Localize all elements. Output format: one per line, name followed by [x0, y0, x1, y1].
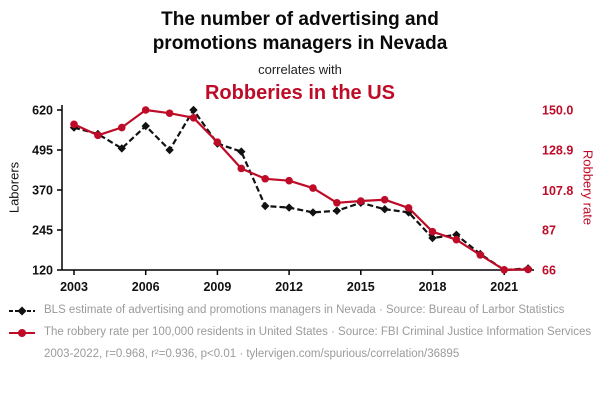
managers-series-marker — [380, 205, 389, 214]
x-axis-tick-label: 2018 — [419, 280, 447, 294]
x-axis-tick-label: 2012 — [275, 280, 303, 294]
managers-series-swatch-icon — [9, 306, 35, 316]
managers-series-marker — [189, 105, 198, 115]
robbery-series-line — [73, 108, 529, 271]
managers-series-marker — [165, 145, 174, 155]
robbery-series-marker — [70, 120, 78, 129]
legend-text-managers: BLS estimate of advertising and promotio… — [44, 304, 565, 316]
left-axis-tick-label: 120 — [32, 264, 53, 278]
managers-series-marker — [428, 233, 437, 243]
legend-item-managers: BLS estimate of advertising and promotio… — [8, 302, 592, 318]
legend: BLS estimate of advertising and promotio… — [8, 302, 592, 362]
header: The number of advertising and promotions… — [0, 0, 600, 106]
stats-line: 2003-2022, r=0.968, r²=0.936, p<0.01 · t… — [44, 348, 460, 361]
robbery-series-marker — [189, 114, 198, 122]
robbery-series-marker — [452, 235, 461, 244]
robbery-series-marker — [380, 195, 389, 204]
chart-title: The number of advertising and promotions… — [0, 8, 600, 56]
robbery-series-marker — [237, 164, 246, 173]
chart-svg: 620 495 370 245 120 150.0 128.9 107.8 87 66 2003 20… — [32, 104, 573, 295]
chart-red-title: Robberies in the US — [204, 82, 396, 104]
chart-area: 620 495 370 245 120 150.0 128.9 107.8 87 66 2003 20… — [0, 98, 600, 306]
chart-title-line1: The number of advertising and — [161, 9, 439, 30]
x-axis-tick-label: 2015 — [347, 280, 375, 294]
robbery-series-marker — [500, 266, 509, 274]
managers-series-marker — [284, 203, 294, 212]
robbery-series-marker — [118, 123, 126, 132]
right-axis-title: Robbery rate — [580, 149, 596, 226]
managers-series-marker — [117, 144, 126, 153]
robbery-series-swatch-icon — [9, 329, 35, 338]
managers-series-marker — [141, 121, 150, 131]
left-axis-tick-label: 620 — [32, 104, 53, 118]
x-axis-tick-label: 2021 — [490, 280, 518, 294]
managers-series-marker — [332, 206, 342, 215]
x-axis-tick-label: 2009 — [203, 280, 231, 294]
legend-text-robbery: The robbery rate per 100,000 residents i… — [44, 326, 592, 339]
robbery-series-marker — [141, 106, 150, 114]
chart-title-line2: promotions managers in Nevada — [152, 33, 448, 54]
robbery-series-marker — [94, 131, 102, 140]
legend-item-robbery: The robbery rate per 100,000 residents i… — [8, 324, 592, 340]
managers-series-marker — [237, 147, 246, 156]
robbery-series-marker — [428, 227, 437, 236]
left-axis-title: Laborers — [6, 161, 22, 214]
robbery-series-marker — [524, 265, 532, 274]
managers-series-marker — [308, 208, 318, 217]
left-axis-tick-label: 370 — [32, 184, 53, 198]
robbery-series-marker — [404, 204, 413, 212]
right-axis-tick-label: 128.9 — [542, 144, 573, 158]
robbery-series-marker — [285, 176, 293, 185]
left-axis-tick-label: 245 — [32, 224, 53, 238]
x-axis-tick-label: 2006 — [132, 280, 160, 294]
robbery-series-marker — [165, 109, 174, 118]
managers-series-marker — [261, 201, 270, 211]
right-axis-tick-label: 87 — [542, 224, 556, 238]
correlates-with-text: correlates with — [258, 62, 342, 77]
x-axis-tick-label: 2003 — [60, 280, 88, 294]
robbery-series-marker — [213, 138, 222, 146]
left-axis-tick-label: 495 — [32, 144, 53, 158]
robbery-series-marker — [309, 184, 317, 192]
right-axis-tick-label: 66 — [542, 264, 556, 278]
robbery-series-marker — [476, 251, 485, 259]
right-axis-tick-label: 150.0 — [542, 104, 573, 118]
managers-series-line — [73, 108, 529, 272]
robbery-series-marker — [261, 174, 270, 183]
right-axis-tick-label: 107.8 — [542, 184, 573, 198]
robbery-series-marker — [333, 198, 341, 207]
robbery-series-marker — [357, 197, 365, 205]
